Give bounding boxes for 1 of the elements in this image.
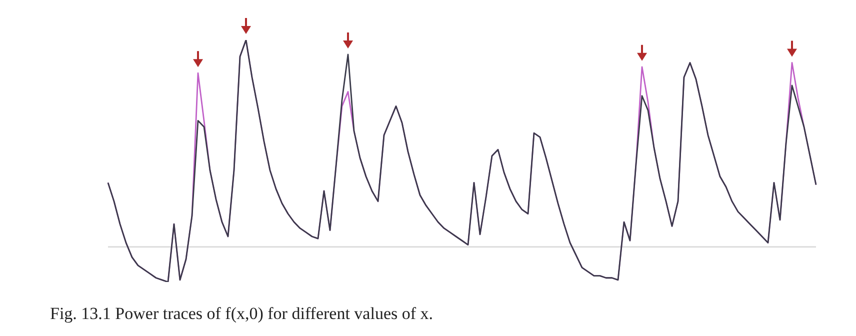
caption: Fig. 13.1 Power traces of f(x,0) for different values of x.: [49, 304, 434, 324]
